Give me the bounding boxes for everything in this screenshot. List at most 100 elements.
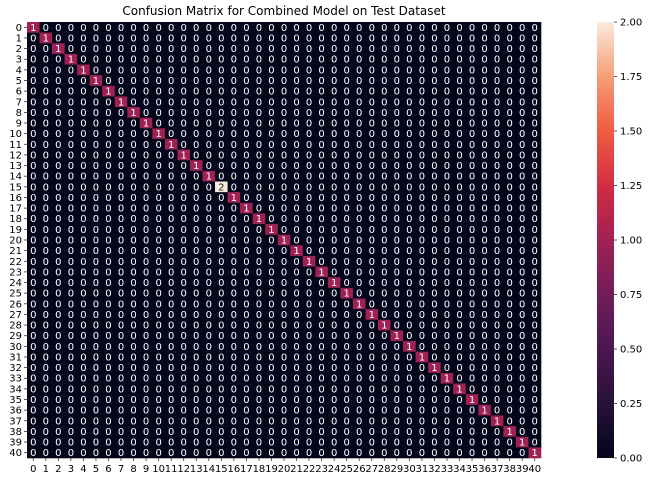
heatmap-cell bbox=[89, 309, 103, 321]
cell-value: 0 bbox=[130, 395, 136, 406]
cell-value: 0 bbox=[456, 448, 462, 459]
heatmap-cell bbox=[352, 362, 366, 374]
heatmap-cell bbox=[440, 277, 454, 289]
heatmap-cell bbox=[290, 202, 304, 214]
cell-value: 0 bbox=[419, 289, 425, 300]
cell-value: 0 bbox=[406, 182, 412, 193]
heatmap-cell bbox=[27, 255, 40, 267]
heatmap-cell bbox=[202, 149, 216, 161]
cell-value: 0 bbox=[331, 108, 337, 119]
cell-value: 0 bbox=[105, 193, 111, 204]
heatmap-cell bbox=[290, 107, 304, 118]
heatmap-cell bbox=[490, 298, 504, 310]
heatmap-cell bbox=[265, 372, 279, 384]
heatmap-cell bbox=[265, 75, 279, 87]
heatmap-cell bbox=[302, 160, 316, 172]
heatmap-cell bbox=[202, 192, 216, 204]
heatmap-cell bbox=[365, 383, 379, 395]
heatmap-cell bbox=[490, 255, 504, 267]
cell-value: 0 bbox=[143, 278, 149, 289]
cell-value: 0 bbox=[318, 310, 324, 321]
cell-value: 0 bbox=[469, 384, 475, 395]
cell-value: 0 bbox=[118, 55, 124, 66]
heatmap-cell bbox=[465, 351, 479, 363]
heatmap-cell bbox=[453, 85, 467, 97]
heatmap-cell bbox=[227, 107, 241, 118]
cell-value: 0 bbox=[68, 310, 74, 321]
cell-value: 0 bbox=[306, 44, 312, 55]
heatmap-cell bbox=[152, 447, 166, 459]
cell-value: 0 bbox=[381, 257, 387, 268]
cell-value: 0 bbox=[206, 374, 212, 385]
heatmap-cell bbox=[52, 436, 65, 448]
cell-value: 0 bbox=[419, 97, 425, 108]
cell-value: 0 bbox=[118, 267, 124, 278]
cell-value: 0 bbox=[356, 395, 362, 406]
heatmap-cell bbox=[102, 394, 116, 406]
y-tick-label: 17 bbox=[9, 204, 22, 215]
heatmap-cell bbox=[302, 287, 316, 299]
heatmap-cell bbox=[52, 394, 65, 406]
heatmap-cell bbox=[89, 372, 103, 384]
cell-value: 0 bbox=[331, 87, 337, 98]
heatmap-cell bbox=[490, 351, 504, 363]
cell-value: 0 bbox=[444, 331, 450, 342]
cell-value: 0 bbox=[105, 299, 111, 310]
cell-value: 0 bbox=[318, 76, 324, 87]
cell-value: 0 bbox=[431, 150, 437, 161]
heatmap-cell bbox=[152, 96, 166, 108]
cell-value: 0 bbox=[268, 150, 274, 161]
heatmap-cell bbox=[265, 138, 279, 150]
heatmap-cell bbox=[114, 447, 128, 459]
heatmap-cell bbox=[503, 192, 517, 204]
heatmap-cell bbox=[390, 224, 404, 235]
heatmap-cell bbox=[528, 202, 542, 214]
heatmap-cell bbox=[102, 96, 116, 108]
cell-value: 0 bbox=[381, 299, 387, 310]
cell-value: 0 bbox=[105, 342, 111, 353]
cell-value: 0 bbox=[256, 321, 262, 332]
heatmap-cell bbox=[227, 128, 241, 140]
cell-value: 0 bbox=[406, 267, 412, 278]
colorbar: 0.000.250.500.751.001.251.501.752.00 bbox=[597, 18, 642, 465]
x-tick-label: 36 bbox=[478, 464, 491, 475]
cell-value: 0 bbox=[55, 65, 61, 76]
heatmap-cell bbox=[515, 341, 529, 352]
cell-value: 0 bbox=[155, 193, 161, 204]
heatmap-cell bbox=[202, 298, 216, 310]
cell-value: 1 bbox=[181, 150, 187, 161]
heatmap-cell bbox=[52, 160, 65, 172]
heatmap-cell bbox=[164, 298, 178, 310]
heatmap-cell bbox=[177, 372, 191, 384]
heatmap-cell bbox=[453, 341, 467, 352]
y-tick-label: 6 bbox=[16, 87, 22, 98]
heatmap-cell bbox=[64, 394, 78, 406]
heatmap-cell bbox=[465, 64, 479, 76]
cell-value: 0 bbox=[193, 204, 199, 215]
heatmap-cell bbox=[528, 266, 542, 278]
heatmap-cell bbox=[428, 224, 442, 235]
cell-value: 0 bbox=[394, 119, 400, 130]
cell-value: 0 bbox=[218, 76, 224, 87]
heatmap-cell bbox=[302, 32, 316, 44]
heatmap-cell bbox=[152, 213, 166, 225]
heatmap-cell bbox=[340, 447, 354, 459]
cell-value: 0 bbox=[532, 87, 538, 98]
cell-value: 0 bbox=[419, 23, 425, 34]
heatmap-cell bbox=[315, 255, 329, 267]
heatmap-cell bbox=[340, 234, 354, 246]
heatmap-cell bbox=[290, 351, 304, 363]
heatmap-cell bbox=[215, 160, 228, 172]
heatmap-cell bbox=[215, 298, 228, 310]
heatmap-cell bbox=[327, 117, 341, 129]
heatmap-cell bbox=[89, 128, 103, 140]
heatmap-cell bbox=[403, 319, 416, 331]
x-tick-label: 33 bbox=[441, 464, 454, 475]
cell-value: 0 bbox=[394, 267, 400, 278]
heatmap-cell bbox=[378, 22, 391, 33]
cell-value: 0 bbox=[143, 65, 149, 76]
heatmap-cell bbox=[440, 298, 454, 310]
heatmap-cell bbox=[215, 234, 228, 246]
cell-value: 0 bbox=[268, 416, 274, 427]
cell-value: 0 bbox=[281, 299, 287, 310]
